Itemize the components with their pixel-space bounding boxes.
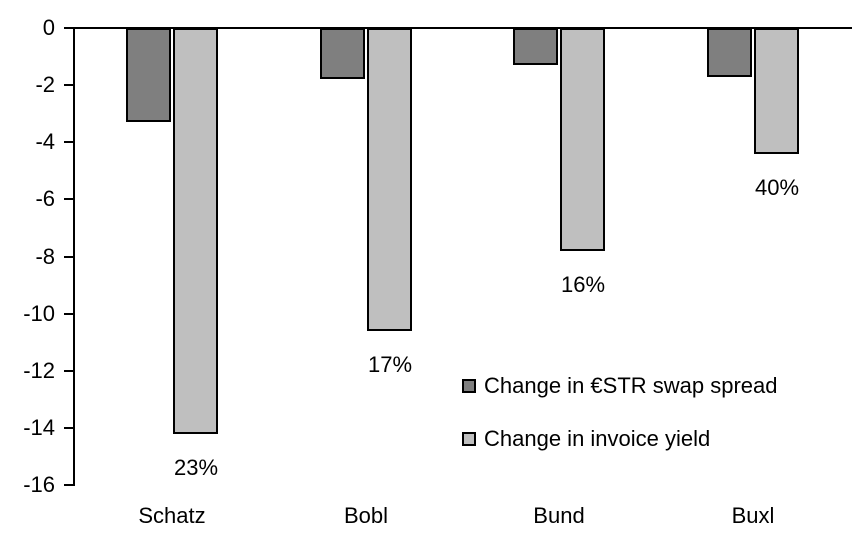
bar-change-in-invoice-yield-bund bbox=[560, 28, 605, 251]
y-tick-label: 0 bbox=[42, 15, 55, 40]
y-tick bbox=[64, 141, 75, 143]
y-tick-label: -8 bbox=[35, 244, 55, 269]
y-tick bbox=[64, 84, 75, 86]
x-category-label-schatz: Schatz bbox=[138, 503, 206, 528]
y-tick-label: -10 bbox=[23, 301, 55, 326]
x-category-label-bund: Bund bbox=[533, 503, 585, 528]
y-tick bbox=[64, 484, 75, 486]
y-tick bbox=[64, 427, 75, 429]
y-tick bbox=[64, 27, 75, 29]
legend-swatch-invoice-yield bbox=[462, 432, 476, 446]
legend-item-swap-spread: Change in €STR swap spread bbox=[462, 372, 778, 400]
x-category-label-buxl: Buxl bbox=[731, 503, 775, 528]
y-tick-label: -12 bbox=[23, 358, 55, 383]
bar-change-in-str-swap-spread-bobl bbox=[320, 28, 365, 79]
x-axis-line bbox=[73, 27, 852, 29]
y-tick-label: -14 bbox=[23, 415, 55, 440]
legend-item-invoice-yield: Change in invoice yield bbox=[462, 425, 778, 453]
bar-change-in-invoice-yield-bobl bbox=[367, 28, 412, 331]
y-tick-label: -4 bbox=[35, 129, 55, 154]
y-tick-label: -16 bbox=[23, 472, 55, 497]
bar-data-label-buxl: 40% bbox=[754, 175, 800, 200]
legend: Change in €STR swap spread Change in inv… bbox=[462, 372, 778, 453]
bar-data-label-bobl: 17% bbox=[367, 352, 413, 377]
y-tick bbox=[64, 198, 75, 200]
bar-change-in-str-swap-spread-schatz bbox=[126, 28, 171, 122]
y-tick-label: -2 bbox=[35, 72, 55, 97]
legend-label-swap-spread: Change in €STR swap spread bbox=[484, 373, 778, 398]
bar-data-label-bund: 16% bbox=[560, 272, 606, 297]
bar-data-label-schatz: 23% bbox=[173, 455, 219, 480]
y-tick bbox=[64, 313, 75, 315]
legend-label-invoice-yield: Change in invoice yield bbox=[484, 426, 711, 451]
legend-swatch-swap-spread bbox=[462, 379, 476, 393]
bar-change-in-invoice-yield-schatz bbox=[173, 28, 218, 434]
y-tick-label: -6 bbox=[35, 186, 55, 211]
bar-change-in-str-swap-spread-bund bbox=[513, 28, 558, 65]
bar-change-in-str-swap-spread-buxl bbox=[707, 28, 752, 77]
x-category-label-bobl: Bobl bbox=[343, 503, 389, 528]
bar-change-in-invoice-yield-buxl bbox=[754, 28, 799, 154]
y-tick bbox=[64, 256, 75, 258]
y-tick bbox=[64, 370, 75, 372]
